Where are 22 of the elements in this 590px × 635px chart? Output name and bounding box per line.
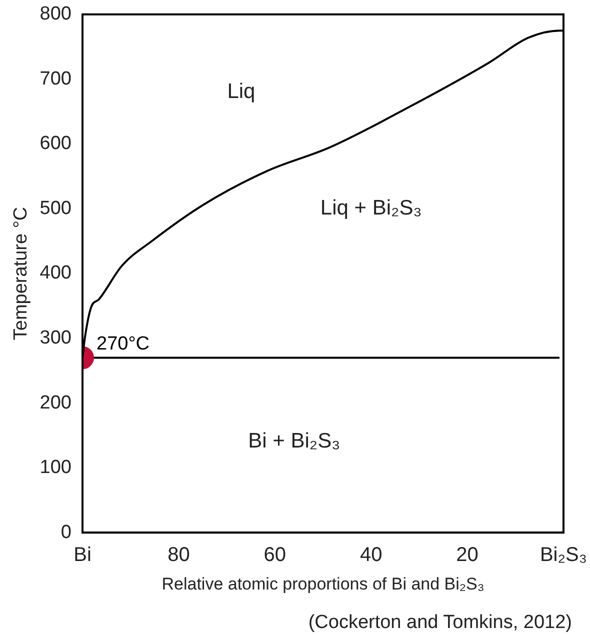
y-tick-label: 800 bbox=[40, 4, 72, 25]
y-tick-label: 700 bbox=[40, 68, 72, 90]
x-tick-label: 40 bbox=[360, 544, 382, 566]
x-tick-label: 20 bbox=[456, 544, 478, 566]
y-tick-label: 500 bbox=[40, 198, 72, 219]
y-tick-label: 200 bbox=[40, 392, 72, 414]
x-tick-label: Bi bbox=[74, 544, 92, 566]
annotation: Liq bbox=[227, 80, 256, 103]
y-tick-label: 600 bbox=[40, 133, 72, 154]
x-tick-label: 80 bbox=[168, 544, 190, 566]
y-tick-label: 0 bbox=[60, 522, 72, 543]
annotation: Bi + Bi₂S₃ bbox=[248, 430, 340, 453]
y-axis-title: Temperature °C bbox=[10, 206, 32, 340]
x-tick-label: Bi₂S₃ bbox=[540, 544, 587, 566]
x-axis-title: Relative atomic proportions of Bi and Bi₂S₃ bbox=[162, 574, 484, 594]
text: (Cockerton and Tomkins, 2012) bbox=[308, 612, 572, 633]
y-tick-label: 300 bbox=[40, 328, 72, 349]
y-tick-label: 100 bbox=[40, 457, 72, 478]
ref-line-label: 270°C bbox=[96, 333, 150, 354]
annotation: Liq + Bi₂S₃ bbox=[320, 196, 422, 220]
y-tick-label: 400 bbox=[40, 262, 72, 284]
x-tick-label: 60 bbox=[264, 544, 286, 566]
